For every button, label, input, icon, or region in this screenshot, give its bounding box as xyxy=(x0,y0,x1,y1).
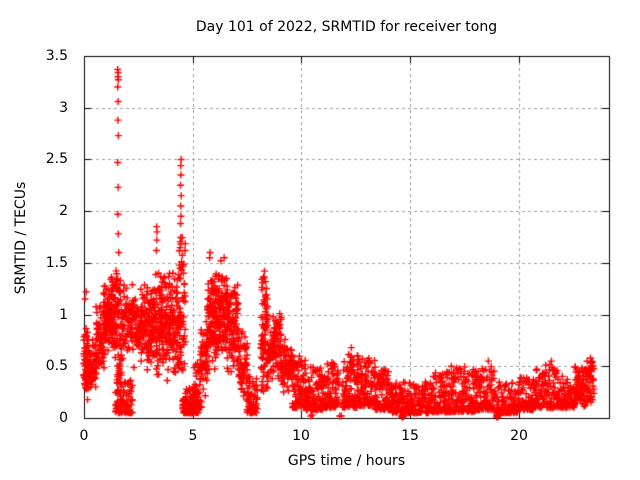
y-tick-label: 1.5 xyxy=(45,255,68,271)
x-axis-label: GPS time / hours xyxy=(287,453,406,469)
y-tick-label: 2 xyxy=(59,203,68,219)
y-tick-label: 3 xyxy=(59,100,68,116)
y-tick-label: 3.5 xyxy=(45,48,68,64)
y-tick-label: 0.5 xyxy=(45,358,68,374)
y-tick-label: 0 xyxy=(59,410,68,426)
y-tick-label: 1 xyxy=(59,307,68,323)
x-tick-label: 20 xyxy=(510,428,528,444)
chart-title: Day 101 of 2022, SRMTID for receiver ton… xyxy=(195,19,498,35)
x-tick-label: 5 xyxy=(188,428,198,444)
x-tick-label: 15 xyxy=(401,428,419,444)
x-tick-label: 0 xyxy=(79,428,89,444)
y-tick-label: 2.5 xyxy=(45,151,68,167)
x-tick-label: 10 xyxy=(292,428,310,444)
